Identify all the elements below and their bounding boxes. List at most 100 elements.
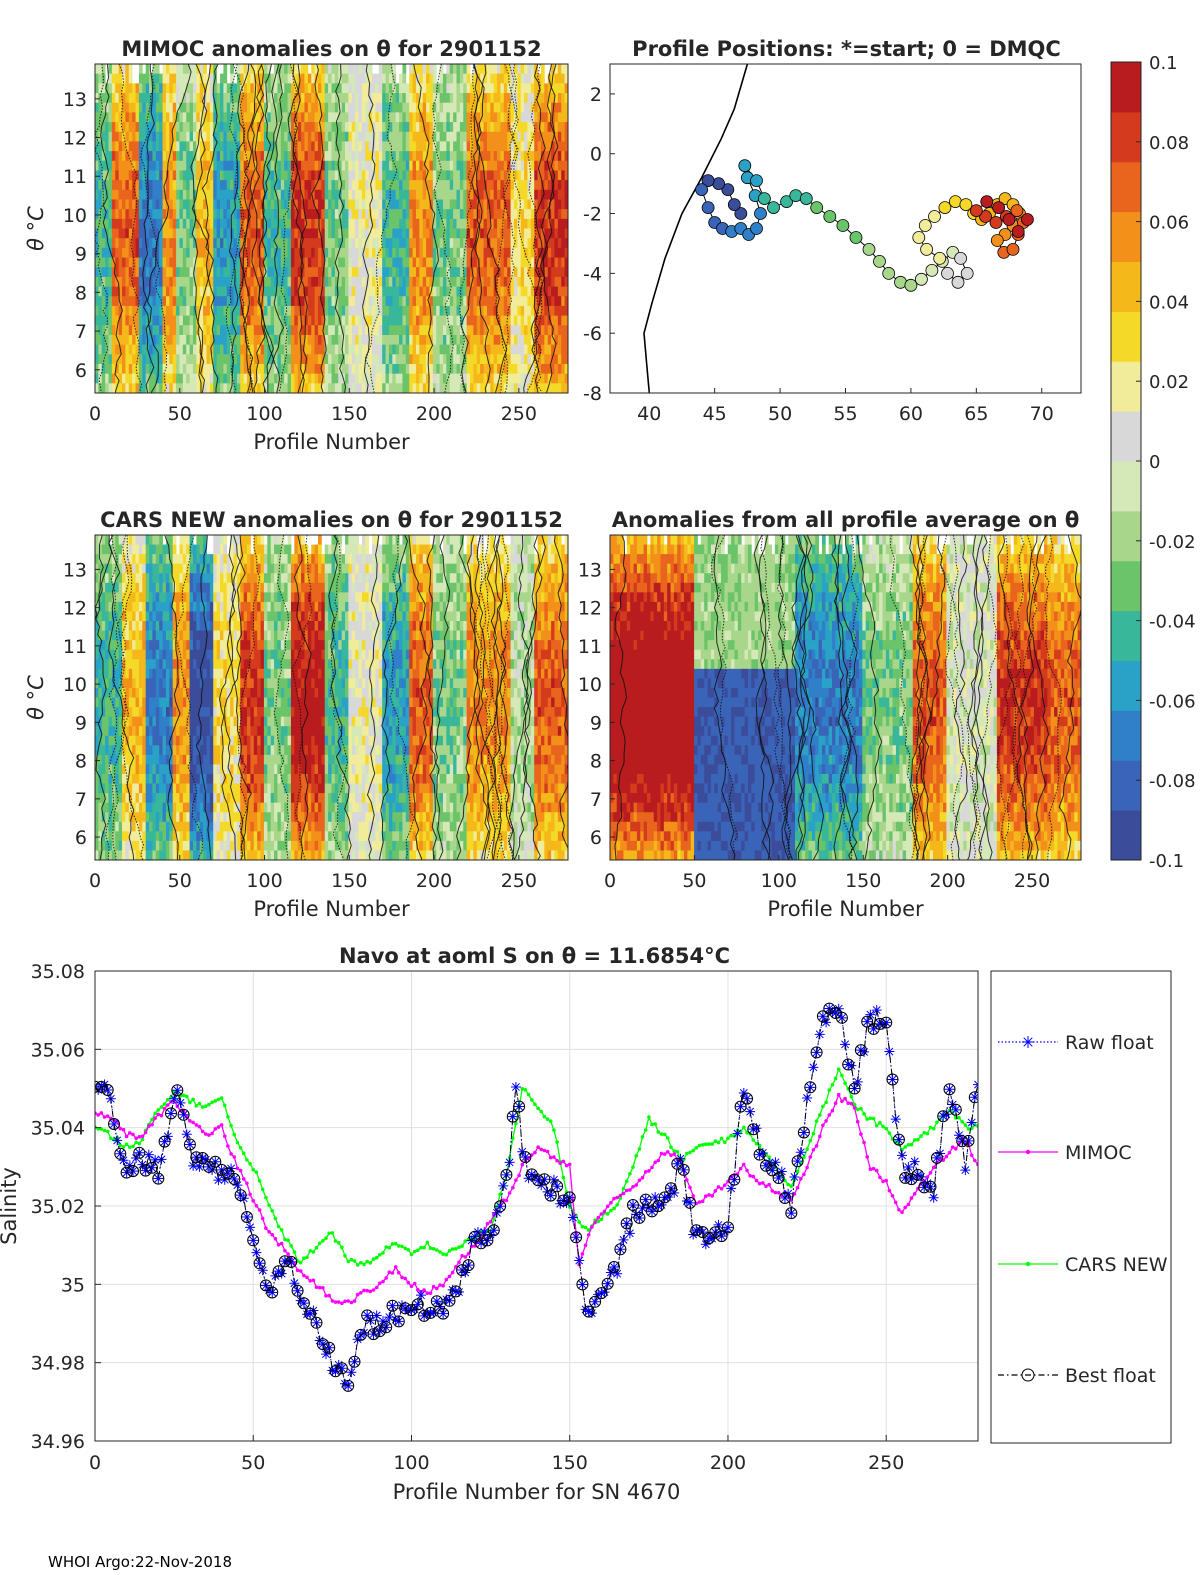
mimoc-cell	[125, 257, 130, 268]
mimoc-cell	[182, 276, 187, 287]
mimoc-cell	[442, 296, 447, 307]
mimoc-cell	[230, 122, 234, 133]
mimoc-cell	[290, 83, 295, 94]
mimoc-cell	[426, 83, 430, 94]
mimoc-cell	[429, 102, 434, 113]
mimoc-cell	[159, 83, 163, 94]
mimoc-cell	[459, 354, 464, 365]
mimoc-cell	[149, 218, 153, 229]
mimoc-cell	[426, 286, 430, 297]
cars-cell	[101, 563, 106, 574]
mimoc-cell	[513, 180, 518, 191]
mimoc-cell	[182, 354, 187, 365]
mimoc-cell	[375, 112, 380, 123]
mimoc-cell	[446, 83, 451, 94]
mimoc-cell	[128, 180, 133, 191]
mimoc-cell	[169, 64, 174, 75]
mimoc-cell	[470, 83, 474, 94]
mimoc-cell	[365, 131, 370, 142]
cars-cell	[95, 563, 99, 574]
mimoc-cell	[290, 305, 295, 316]
mimoc-cell	[105, 325, 109, 336]
mimoc-cell	[480, 305, 484, 316]
mimoc-cell	[155, 383, 160, 393]
mimoc-cell	[328, 257, 332, 268]
cars-cell	[95, 630, 99, 641]
mimoc-cell	[547, 141, 552, 152]
mimoc-cell	[159, 354, 163, 365]
mimoc-cell	[355, 83, 359, 94]
mimoc-cell	[554, 286, 559, 297]
mimoc-cell	[405, 93, 410, 104]
mimoc-cell	[280, 209, 285, 220]
cars-cell	[101, 793, 106, 804]
mimoc-cell	[399, 189, 403, 200]
mimoc-cell	[453, 160, 457, 171]
mimoc-cell	[101, 64, 106, 75]
mimoc-cell	[463, 238, 468, 249]
mimoc-cell	[392, 247, 397, 258]
mimoc-cell	[493, 286, 498, 297]
mimoc-cell	[557, 170, 562, 181]
mimoc-cell	[145, 383, 150, 393]
mimoc-cell	[287, 383, 292, 393]
mimoc-cell	[159, 93, 163, 104]
mimoc-cell	[247, 315, 251, 326]
mimoc-cell	[348, 199, 353, 210]
mimoc-cell	[179, 141, 184, 152]
mimoc-cell	[284, 276, 288, 287]
mimoc-cell	[260, 83, 265, 94]
mimoc-cell	[497, 354, 501, 365]
mimoc-cell	[155, 276, 160, 287]
mimoc-cell	[172, 315, 177, 326]
mimoc-cell	[284, 160, 288, 171]
mimoc-cell	[375, 334, 380, 346]
mimoc-cell	[395, 257, 400, 268]
mimoc-cell	[206, 180, 211, 191]
mimoc-cell	[551, 238, 555, 249]
mimoc-cell	[470, 218, 474, 229]
mimoc-cell	[483, 276, 488, 287]
mimoc-cell	[470, 383, 474, 393]
mimoc-cell	[263, 286, 268, 297]
mimoc-cell	[226, 276, 231, 287]
mimoc-cell	[358, 160, 363, 171]
mimoc-cell	[253, 160, 258, 171]
mimoc-cell	[388, 257, 393, 268]
mimoc-cell	[510, 199, 515, 210]
mimoc-cell	[301, 325, 305, 336]
cars-cell	[105, 678, 109, 689]
mimoc-cell	[118, 373, 123, 384]
mimoc-cell	[500, 276, 505, 287]
mimoc-cell	[513, 257, 518, 268]
cars-cell	[111, 783, 116, 794]
mimoc-cell	[409, 325, 413, 336]
mimoc-cell	[111, 267, 116, 278]
mimoc-cell	[223, 160, 228, 171]
mimoc-cell	[169, 296, 174, 307]
mimoc-cell	[250, 102, 255, 113]
mimoc-cell	[385, 296, 390, 307]
mimoc-cell	[280, 373, 285, 384]
mimoc-cell	[138, 276, 143, 287]
mimoc-cell	[189, 218, 194, 229]
mimoc-cell	[115, 189, 120, 200]
mimoc-cell	[179, 334, 184, 346]
mimoc-cell	[98, 122, 103, 133]
mimoc-cell	[375, 199, 380, 210]
mimoc-cell	[324, 93, 329, 104]
mimoc-cell	[341, 363, 346, 375]
mimoc-cell	[426, 151, 430, 162]
mimoc-cell	[165, 373, 170, 384]
mimoc-cell	[524, 296, 528, 307]
mimoc-cell	[341, 199, 346, 210]
mimoc-cell	[155, 64, 160, 75]
mimoc-cell	[459, 218, 464, 229]
mimoc-cell	[399, 218, 403, 229]
mimoc-cell	[138, 122, 143, 133]
mimoc-cell	[551, 218, 555, 229]
mimoc-cell	[378, 93, 383, 104]
mimoc-cell	[334, 228, 339, 239]
mimoc-cell	[476, 363, 481, 375]
mimoc-cell	[223, 170, 228, 181]
